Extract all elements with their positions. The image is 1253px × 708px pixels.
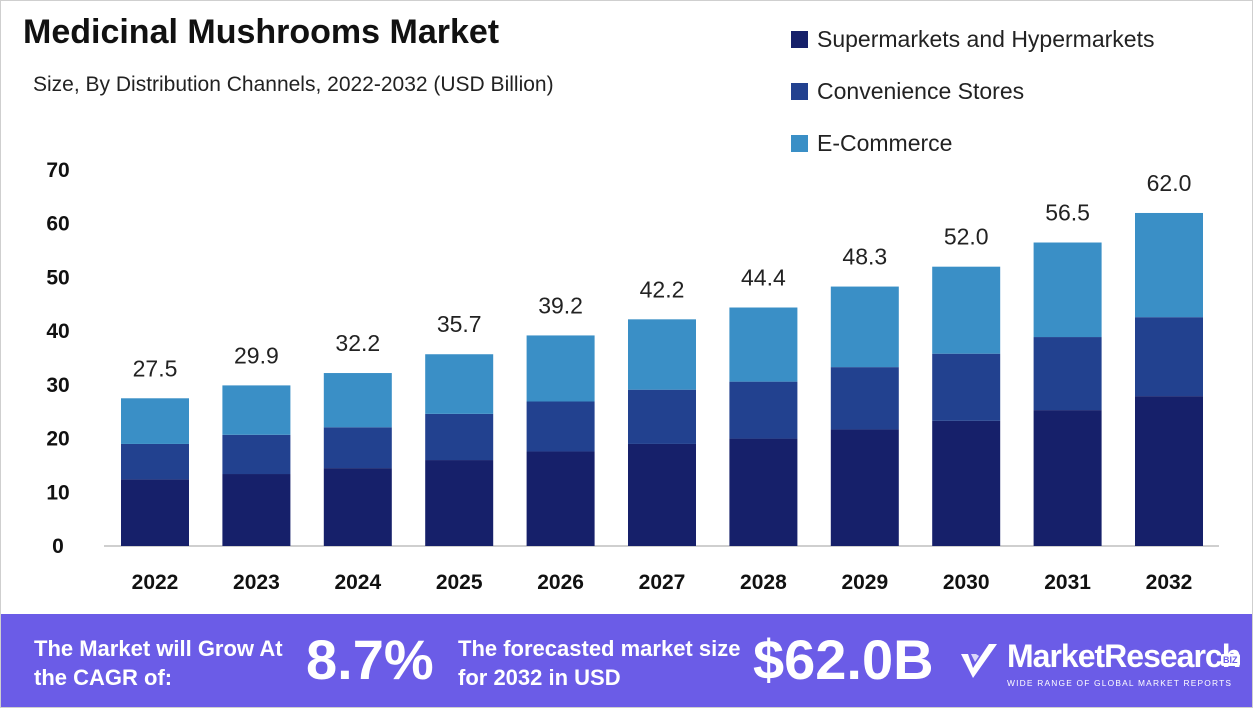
x-tick-label: 2028: [740, 571, 787, 594]
cagr-value: 8.7%: [306, 628, 434, 691]
checkmark-logo-icon: [961, 644, 997, 678]
bar-segment: [1033, 242, 1102, 338]
bar-segment: [830, 286, 899, 368]
cagr-label: The Market will Grow At the CAGR of:: [34, 636, 283, 690]
bar-segment: [932, 266, 1001, 354]
legend-label: Convenience Stores: [817, 77, 1025, 104]
x-tick-label: 2032: [1146, 571, 1193, 594]
total-label: 29.9: [234, 342, 279, 368]
bar-segment: [121, 479, 189, 546]
bar-segment: [1033, 337, 1102, 411]
legend-item: Supermarkets and Hypermarkets: [791, 13, 1154, 65]
bar-segment: [526, 335, 595, 402]
bar-segment: [222, 474, 291, 546]
legend-label: Supermarkets and Hypermarkets: [817, 25, 1155, 52]
total-label: 35.7: [437, 311, 482, 337]
bar-segment: [729, 307, 798, 382]
bar-segment: [323, 468, 392, 546]
total-label: 56.5: [1045, 200, 1090, 226]
x-tick-label: 2030: [943, 571, 990, 594]
x-tick-label: 2031: [1044, 571, 1091, 594]
bar-segment: [1033, 410, 1102, 546]
chart-title: Medicinal Mushrooms Market: [23, 13, 500, 51]
chart-subtitle: Size, By Distribution Channels, 2022-203…: [33, 73, 554, 96]
x-tick-label: 2027: [639, 571, 686, 594]
x-tick-label: 2029: [841, 571, 888, 594]
total-label: 39.2: [538, 292, 583, 318]
forecast-label: The forecasted market size for 2032 in U…: [458, 636, 741, 690]
bar-segment: [628, 389, 696, 444]
y-tick-label: 40: [46, 320, 69, 343]
bar-segment: [323, 427, 392, 469]
y-tick-label: 10: [46, 481, 69, 504]
stacked-bar-chart: 01020304050607027.5202229.9202332.220243…: [46, 159, 1219, 594]
x-tick-label: 2023: [233, 571, 280, 594]
x-tick-label: 2024: [334, 571, 381, 594]
bar-segment: [222, 385, 291, 435]
bar-segment: [121, 443, 189, 480]
total-label: 44.4: [741, 265, 786, 291]
footer-banner: The Market will Grow At the CAGR of: 8.7…: [1, 614, 1252, 707]
total-label: 62.0: [1147, 170, 1192, 196]
legend-item: E-Commerce: [791, 117, 1154, 169]
bar-segment: [526, 401, 595, 452]
bar-segment: [1135, 317, 1203, 397]
forecast-value: $62.0B: [753, 628, 934, 691]
legend-item: Convenience Stores: [791, 65, 1154, 117]
legend: Supermarkets and Hypermarkets Convenience…: [791, 13, 1154, 169]
y-tick-label: 20: [46, 428, 69, 451]
bar-segment: [628, 443, 696, 546]
bar-segment: [1135, 212, 1203, 318]
legend-label: E-Commerce: [817, 129, 953, 156]
bar-segment: [628, 319, 696, 390]
x-tick-label: 2022: [132, 571, 179, 594]
total-label: 27.5: [133, 355, 178, 381]
total-label: 32.2: [335, 330, 380, 356]
bar-segment: [1135, 396, 1203, 546]
x-tick-label: 2025: [436, 571, 483, 594]
brand-logo: MarketResearch BIZ WIDE RANGE OF GLOBAL …: [959, 636, 1249, 696]
bar-segment: [729, 438, 798, 546]
y-tick-label: 70: [46, 159, 69, 182]
bar-segment: [932, 353, 1001, 421]
bar-segment: [830, 429, 899, 546]
bar-segment: [222, 434, 291, 475]
y-tick-label: 0: [52, 535, 64, 558]
x-tick-label: 2026: [537, 571, 584, 594]
bar-segment: [526, 451, 595, 546]
legend-swatch: [791, 82, 808, 100]
bar-segment: [830, 367, 899, 430]
bar-segment: [729, 381, 798, 439]
bar-segment: [425, 460, 494, 546]
legend-swatch: [791, 134, 808, 152]
total-label: 48.3: [842, 244, 887, 270]
logo-tagline: WIDE RANGE OF GLOBAL MARKET REPORTS: [1007, 678, 1233, 688]
y-tick-label: 30: [46, 374, 69, 397]
bar-segment: [932, 420, 1001, 546]
legend-swatch: [791, 30, 808, 48]
bar-segment: [425, 354, 494, 414]
y-tick-label: 60: [46, 213, 69, 236]
bar-segment: [121, 398, 189, 444]
y-tick-label: 50: [46, 266, 69, 289]
logo-name: MarketResearch: [1007, 638, 1241, 674]
total-label: 42.2: [640, 276, 685, 302]
bar-segment: [425, 413, 494, 461]
bar-segment: [323, 373, 392, 428]
total-label: 52.0: [944, 224, 989, 250]
logo-badge: BIZ: [1221, 654, 1240, 666]
